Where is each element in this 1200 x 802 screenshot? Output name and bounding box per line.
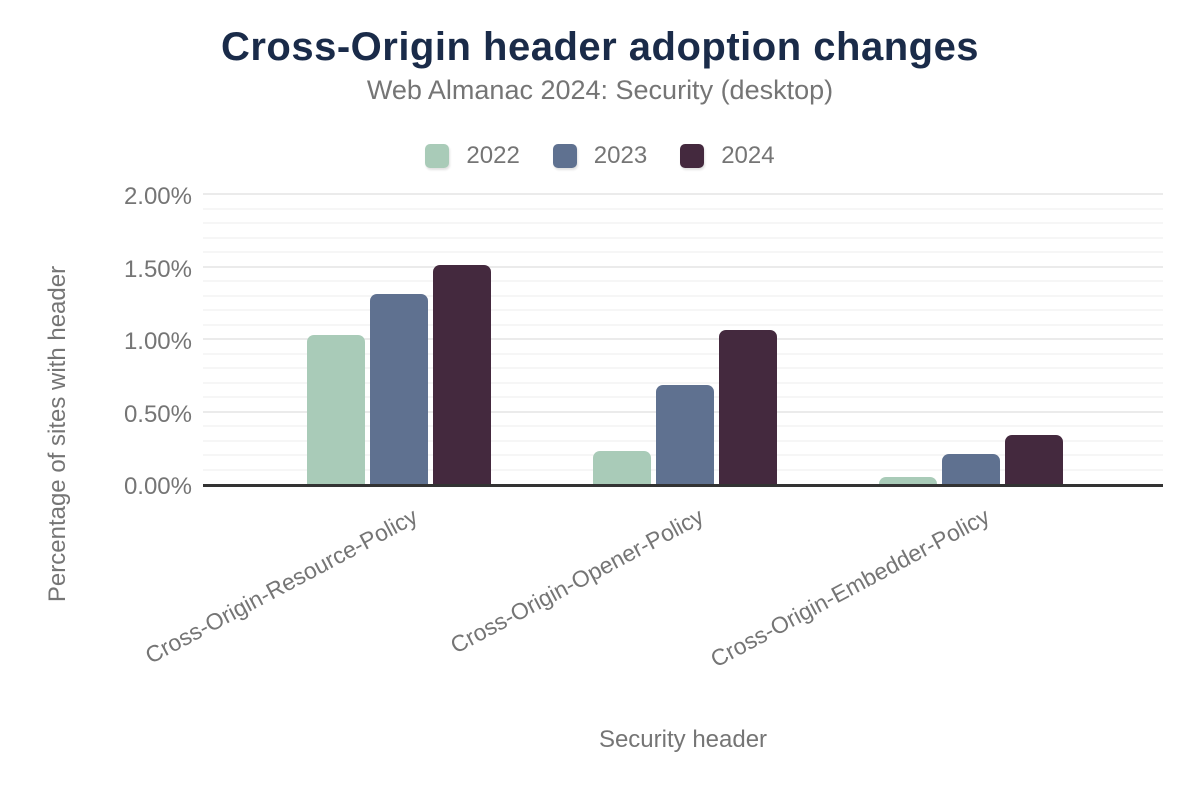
minor-gridline	[203, 352, 1163, 355]
minor-gridline	[203, 251, 1163, 253]
x-category-label: Cross-Origin-Opener-Policy	[446, 502, 708, 659]
minor-gridline	[203, 280, 1163, 282]
bar-2024-Cross-Origin-Resource-Policy	[433, 265, 491, 484]
y-tick-label: 0.50%	[123, 400, 192, 428]
bar-2023-Cross-Origin-Embedder-Policy	[942, 453, 1000, 484]
bar-2022-Cross-Origin-Embedder-Policy	[879, 476, 937, 484]
bar-2023-Cross-Origin-Resource-Policy	[370, 294, 428, 484]
minor-gridline	[203, 367, 1163, 369]
y-axis-title: Percentage of sites with header	[44, 265, 71, 603]
minor-gridline	[203, 207, 1163, 210]
y-tick-label: 0.00%	[123, 473, 192, 500]
minor-gridline	[203, 381, 1163, 384]
major-gridline	[203, 338, 1163, 340]
y-tick-label: 1.00%	[123, 328, 192, 355]
bar-2023-Cross-Origin-Opener-Policy	[656, 385, 714, 484]
legend-label: 2022	[466, 142, 520, 169]
legend-item-2022: 2022	[425, 142, 520, 169]
bar-2024-Cross-Origin-Opener-Policy	[719, 330, 777, 484]
legend-label: 2024	[721, 142, 775, 169]
y-tick-label: 2.00%	[123, 183, 192, 210]
major-gridline	[203, 265, 1163, 268]
legend-item-2023: 2023	[552, 142, 648, 169]
minor-gridline	[203, 222, 1163, 224]
major-gridline	[203, 193, 1163, 195]
x-category-label: Cross-Origin-Embedder-Policy	[706, 502, 994, 673]
legend-swatch-2024	[680, 144, 705, 168]
minor-gridline	[203, 236, 1163, 239]
bar-2022-Cross-Origin-Opener-Policy	[593, 450, 651, 484]
y-tick-label: 1.50%	[123, 255, 192, 283]
legend-item-2024: 2024	[680, 142, 775, 169]
legend-swatch-2023	[552, 144, 577, 168]
x-category-label: Cross-Origin-Resource-Policy	[140, 502, 422, 669]
plot-area	[203, 193, 1163, 487]
legend-swatch-2022	[425, 144, 450, 168]
page-subtitle: Web Almanac 2024: Security (desktop)	[366, 75, 834, 105]
legend: 2022 2023 2024	[0, 143, 1200, 169]
minor-gridline	[203, 323, 1163, 326]
bar-2024-Cross-Origin-Embedder-Policy	[1005, 434, 1063, 484]
minor-gridline	[203, 294, 1163, 297]
x-axis-title: Security header	[598, 726, 768, 753]
bar-2022-Cross-Origin-Resource-Policy	[307, 334, 365, 484]
page-title: Cross-Origin header adoption changes	[220, 25, 980, 69]
legend-label: 2023	[593, 142, 648, 169]
minor-gridline	[203, 309, 1163, 311]
